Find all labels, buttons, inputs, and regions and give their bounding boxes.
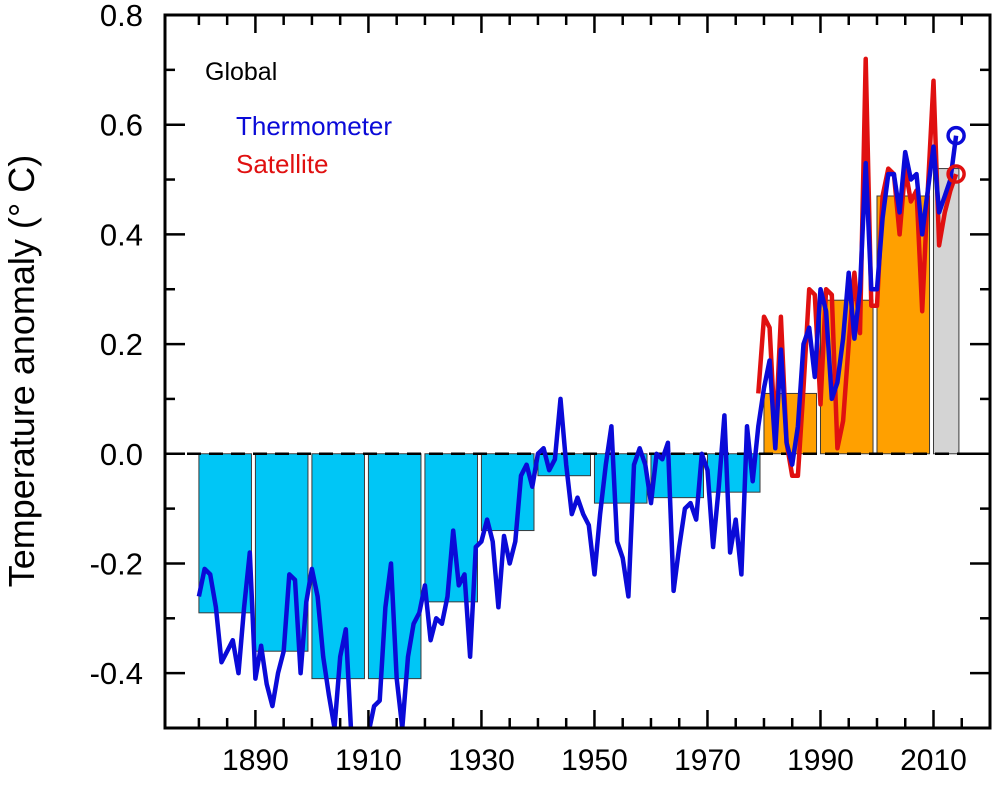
axis-ticks bbox=[165, 13, 990, 728]
legend-satellite: Satellite bbox=[236, 149, 329, 179]
x-tick-label: 1950 bbox=[561, 744, 628, 777]
bar-1880s bbox=[198, 453, 252, 614]
y-tick-label: -0.4 bbox=[90, 656, 143, 691]
bar-1960s bbox=[650, 453, 705, 499]
legend: Global Thermometer Satellite bbox=[205, 58, 392, 179]
series-line-thermometer bbox=[196, 135, 959, 727]
y-axis-label: Temperature anomaly (° C) bbox=[1, 155, 42, 588]
x-tick-label: 1990 bbox=[787, 744, 854, 777]
y-tick-label: 0.8 bbox=[100, 0, 143, 33]
series-lines bbox=[196, 56, 959, 727]
legend-thermometer: Thermometer bbox=[236, 111, 392, 141]
plot-frame bbox=[163, 13, 992, 730]
thermometer-latest-marker bbox=[946, 125, 966, 146]
y-tick-label: 0.2 bbox=[100, 327, 143, 362]
x-tick-label: 2010 bbox=[900, 744, 967, 777]
satellite-latest-marker bbox=[946, 164, 966, 184]
x-tick-label: 1910 bbox=[335, 744, 402, 777]
y-tick-label: 0.6 bbox=[100, 108, 143, 143]
bar-1890s bbox=[254, 453, 309, 652]
y-tick-label: 0.0 bbox=[100, 437, 143, 472]
legend-title: Global bbox=[205, 58, 277, 86]
y-tick-label: 0.4 bbox=[100, 217, 143, 252]
bar-1900s bbox=[311, 453, 365, 680]
x-tick-label: 1890 bbox=[222, 744, 289, 777]
tick-labels: 1890 1910 1930 1950 1970 1990 2010 -0.4 -0.2 0.0 0… bbox=[90, 0, 967, 777]
decadal-bars bbox=[198, 168, 960, 680]
y-tick-label: -0.2 bbox=[90, 546, 143, 581]
x-tick-label: 1930 bbox=[448, 744, 515, 777]
x-tick-label: 1970 bbox=[674, 744, 741, 777]
end-markers bbox=[946, 125, 966, 184]
